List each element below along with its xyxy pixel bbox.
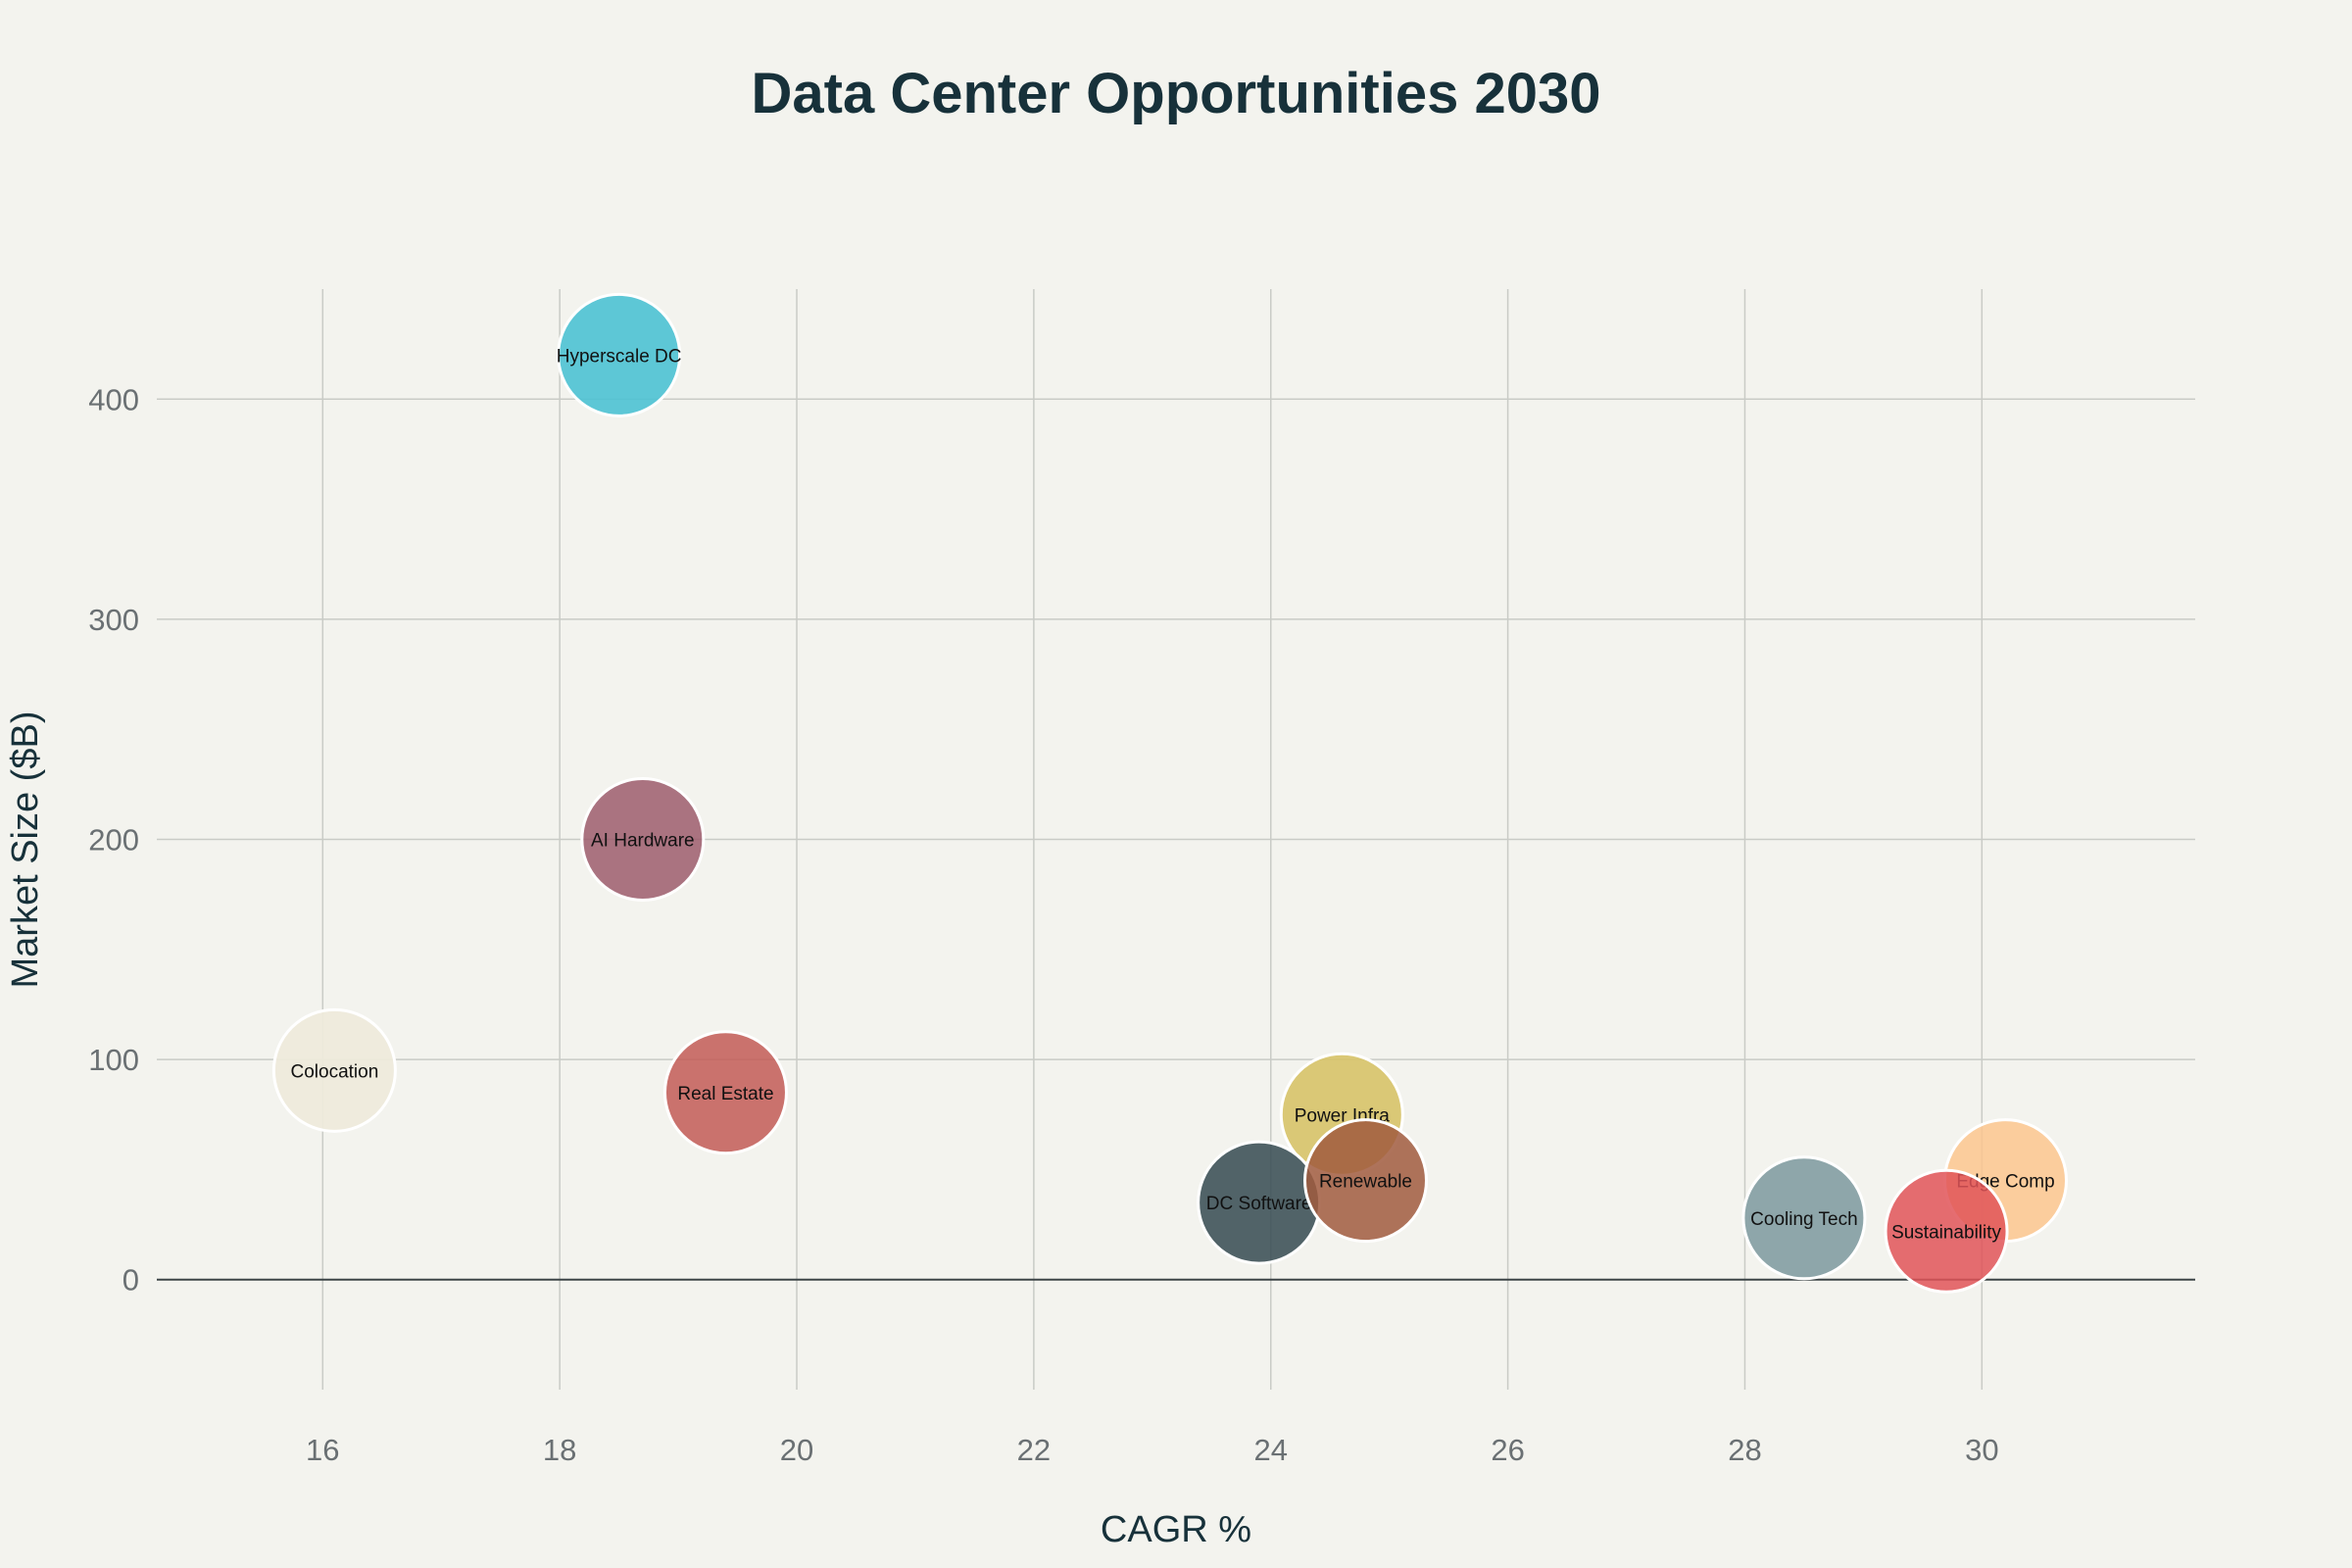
x-tick-label: 18 — [543, 1433, 576, 1467]
bubble — [662, 1030, 788, 1155]
y-tick-label: 400 — [88, 382, 139, 416]
bubble — [580, 777, 706, 902]
bubble-point: Hyperscale DC — [557, 292, 682, 417]
bubble-label: Real Estate — [677, 1084, 773, 1104]
bubble-label: Cooling Tech — [1750, 1209, 1858, 1230]
x-tick-label: 28 — [1728, 1433, 1761, 1467]
x-tick-label: 24 — [1254, 1433, 1288, 1467]
bubble — [271, 1007, 397, 1133]
bubble-point: DC Software — [1197, 1140, 1322, 1265]
bubble — [1741, 1155, 1867, 1281]
x-tick-label: 20 — [780, 1433, 813, 1467]
x-tick-label: 26 — [1491, 1433, 1524, 1467]
bubble-point: Real Estate — [662, 1030, 788, 1155]
y-tick-label: 200 — [88, 823, 139, 858]
bubble-label: Sustainability — [1891, 1222, 2001, 1243]
bubble — [557, 292, 682, 417]
bubble-label: DC Software — [1206, 1194, 1312, 1214]
bubble-point: Colocation — [271, 1007, 397, 1133]
bubble-label: Renewable — [1319, 1172, 1412, 1193]
bubble-point: Cooling Tech — [1741, 1155, 1867, 1281]
x-axis-title: CAGR % — [1101, 1509, 1251, 1550]
bubble-point: Sustainability — [1884, 1168, 2009, 1294]
bubbles: Hyperscale DC AI Hardware Colocation Real E… — [271, 292, 2069, 1294]
bubble — [1884, 1168, 2009, 1294]
y-tick-label: 300 — [88, 603, 139, 637]
y-tick-label: 0 — [122, 1263, 139, 1298]
bubble-point: Renewable — [1302, 1118, 1428, 1244]
bubble-label: Colocation — [291, 1061, 379, 1082]
x-tick-label: 22 — [1017, 1433, 1051, 1467]
y-tick-label: 100 — [88, 1043, 139, 1077]
x-tick-label: 16 — [306, 1433, 339, 1467]
y-axis-title: Market Size ($B) — [5, 711, 46, 989]
bubble — [1302, 1118, 1428, 1244]
chart-title: Data Center Opportunities 2030 — [752, 62, 1601, 125]
bubble-point: AI Hardware — [580, 777, 706, 902]
grid — [157, 289, 2195, 1390]
x-tick-label: 30 — [1965, 1433, 1998, 1467]
bubble-label: Hyperscale DC — [557, 346, 682, 367]
bubble-label: AI Hardware — [591, 831, 695, 852]
